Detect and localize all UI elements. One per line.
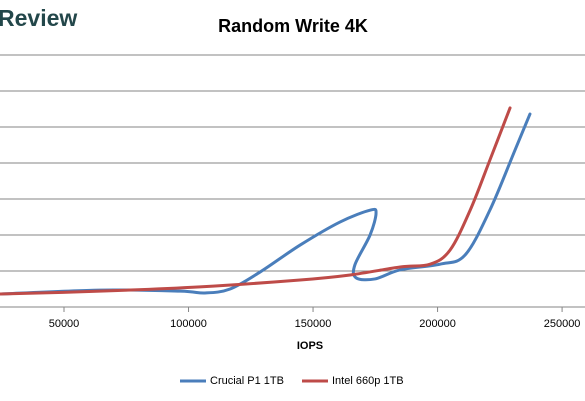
series-line bbox=[0, 112, 532, 296]
legend-label: Crucial P1 1TB bbox=[210, 375, 284, 387]
chart-title: Random Write 4K bbox=[218, 16, 368, 36]
x-tick-label: 250000 bbox=[544, 318, 581, 330]
legend-label: Intel 660p 1TB bbox=[332, 375, 404, 387]
x-tick-label: 150000 bbox=[295, 318, 332, 330]
series-line bbox=[0, 106, 512, 296]
brand-logo: Review bbox=[0, 5, 77, 31]
x-tick-label: 50000 bbox=[49, 318, 80, 330]
x-axis-title: IOPS bbox=[297, 340, 323, 352]
x-tick-label: 100000 bbox=[170, 318, 207, 330]
x-tick-label: 200000 bbox=[419, 318, 456, 330]
